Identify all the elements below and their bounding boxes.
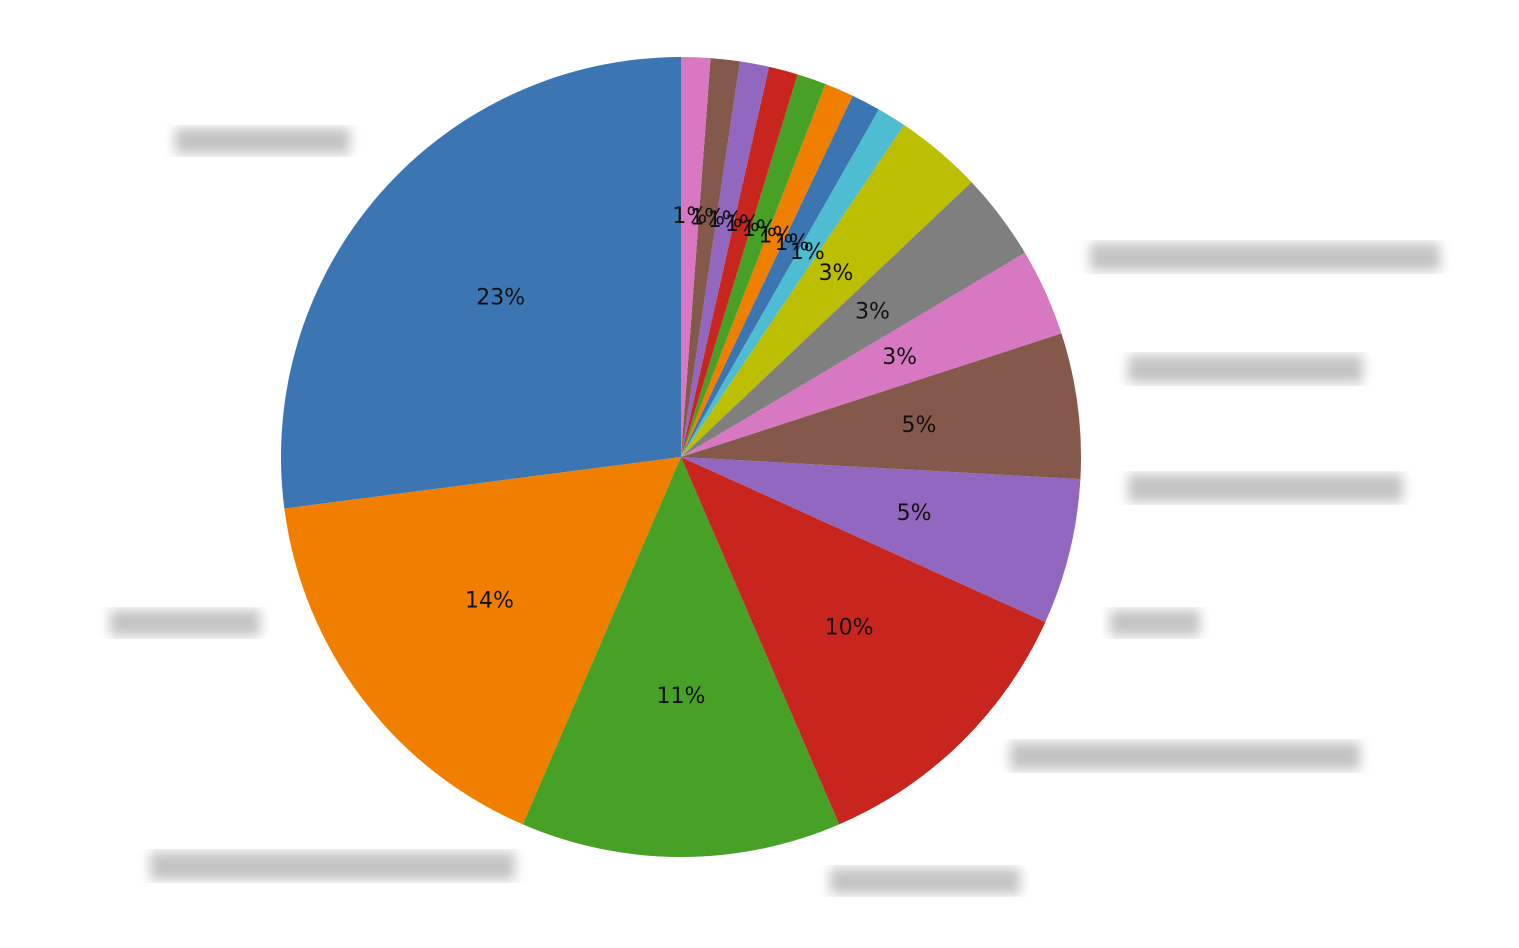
value-label: 23% — [476, 286, 525, 311]
value-label: 5% — [897, 501, 932, 526]
pie-wedge — [522, 457, 840, 857]
value-label: 10% — [825, 615, 874, 640]
pie-wedge — [681, 95, 879, 458]
value-label: 3% — [882, 345, 917, 370]
value-label: 1% — [708, 208, 743, 233]
blurred-label — [1010, 742, 1360, 770]
pie-wedge — [681, 109, 904, 458]
value-label: 14% — [465, 589, 514, 614]
blurred-label — [830, 868, 1020, 894]
blurred-label — [1090, 243, 1440, 271]
blurred-label — [1128, 474, 1403, 502]
wedges — [281, 57, 1082, 857]
value-label: 11% — [657, 684, 706, 709]
pie-wedge — [681, 457, 1081, 622]
value-label: 1% — [758, 224, 793, 249]
pie-wedge — [281, 57, 681, 509]
pie-wedge — [681, 333, 1082, 480]
value-label: 1% — [790, 240, 825, 265]
value-label: 1% — [774, 231, 809, 256]
value-label: 5% — [902, 413, 937, 438]
value-label: 3% — [819, 261, 854, 286]
value-label: 1% — [742, 217, 777, 242]
blurred-label — [150, 852, 515, 880]
blurred-label — [1110, 610, 1200, 636]
value-label: 1% — [690, 205, 725, 230]
blurred-label — [110, 610, 260, 636]
pie-wedge — [681, 457, 1046, 825]
pie-wedge — [681, 57, 711, 457]
blurred-label — [175, 128, 350, 154]
pie-wedge — [681, 252, 1062, 457]
pie-wedge — [681, 84, 853, 457]
pie-wedge — [681, 61, 769, 458]
pie-wedge — [681, 124, 972, 457]
pie-wedge — [681, 74, 826, 458]
pie-wedge — [284, 457, 681, 825]
pie-wedge — [681, 66, 798, 457]
value-label: 3% — [855, 299, 890, 324]
value-label: 1% — [725, 212, 760, 237]
blurred-labels — [110, 128, 1440, 894]
value-label: 1% — [672, 204, 707, 229]
pie-wedge — [681, 58, 740, 457]
pie-wedge — [681, 182, 1025, 457]
blurred-label — [1128, 355, 1363, 383]
